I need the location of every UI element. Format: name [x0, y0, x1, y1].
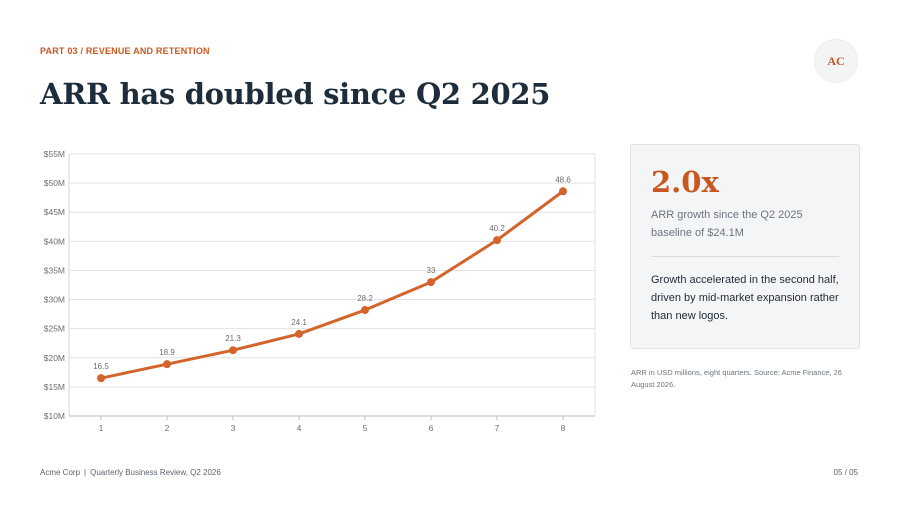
y-tick-label: $30M — [44, 295, 65, 305]
section-eyebrow: PART 03 / REVENUE AND RETENTION — [40, 46, 210, 56]
x-tick-label: 5 — [363, 423, 368, 433]
footer: Acme Corp | Quarterly Business Review, Q2 … — [40, 468, 221, 477]
x-tick-label: 3 — [231, 423, 236, 433]
series-line — [99, 189, 565, 380]
data-label: 40.2 — [489, 224, 505, 233]
y-tick-label: $35M — [44, 265, 65, 275]
x-tick-label: 6 — [429, 423, 434, 433]
insight-text: Growth accelerated in the second half, d… — [651, 274, 839, 322]
data-point — [559, 187, 567, 196]
x-tick-label: 2 — [165, 423, 170, 433]
footer-company: Acme Corp — [40, 468, 81, 477]
chart-svg: $10M $15M $20M $25M $30M $35M $40M $45M $50M $55M… — [44, 149, 596, 433]
x-tick-label: 8 — [561, 423, 566, 433]
y-tick-label: $40M — [44, 236, 65, 246]
y-tick-label: $45M — [44, 207, 65, 217]
x-tick-label: 1 — [99, 423, 104, 433]
page-number: 05 / 05 — [833, 468, 858, 477]
data-label: 18.9 — [159, 348, 175, 357]
y-tick-label: $50M — [44, 178, 65, 188]
company-logo: AC — [814, 39, 858, 83]
footer-report: Quarterly Business Review, Q2 2026 — [90, 468, 221, 477]
y-tick-label: $25M — [44, 324, 65, 334]
arr-line-chart: $10M $15M $20M $25M $30M $35M $40M $45M $50M $55M… — [28, 140, 608, 440]
y-tick-label: $15M — [44, 382, 65, 392]
data-label: 24.1 — [291, 318, 307, 327]
data-point — [493, 236, 501, 245]
data-point — [427, 278, 435, 287]
kpi-caption: ARR growth since the Q2 2025 baseline of… — [651, 209, 803, 239]
panel-divider — [651, 256, 839, 257]
slide-title: ARR has doubled since Q2 2025 — [40, 77, 551, 111]
data-label: 33 — [427, 266, 436, 275]
data-point — [361, 306, 369, 315]
footer-separator: | — [84, 468, 87, 477]
data-label: 28.2 — [357, 294, 373, 303]
kpi-panel: 2.0x ARR growth since the Q2 2025 baseli… — [630, 144, 860, 349]
x-tick-label: 7 — [495, 423, 500, 433]
x-tick-label: 4 — [297, 423, 302, 433]
y-tick-label: $10M — [44, 411, 65, 421]
y-tick-label: $20M — [44, 353, 65, 363]
kpi-value: 2.0x — [651, 165, 719, 199]
data-point — [97, 374, 105, 383]
data-point — [295, 329, 303, 338]
data-label: 21.3 — [225, 334, 241, 343]
data-point — [163, 360, 171, 369]
data-point — [229, 346, 237, 355]
data-label: 16.5 — [93, 362, 109, 371]
source-note: ARR in USD millions, eight quarters. Sou… — [631, 368, 842, 389]
data-label: 48.6 — [555, 175, 571, 184]
y-tick-label: $55M — [44, 149, 65, 159]
